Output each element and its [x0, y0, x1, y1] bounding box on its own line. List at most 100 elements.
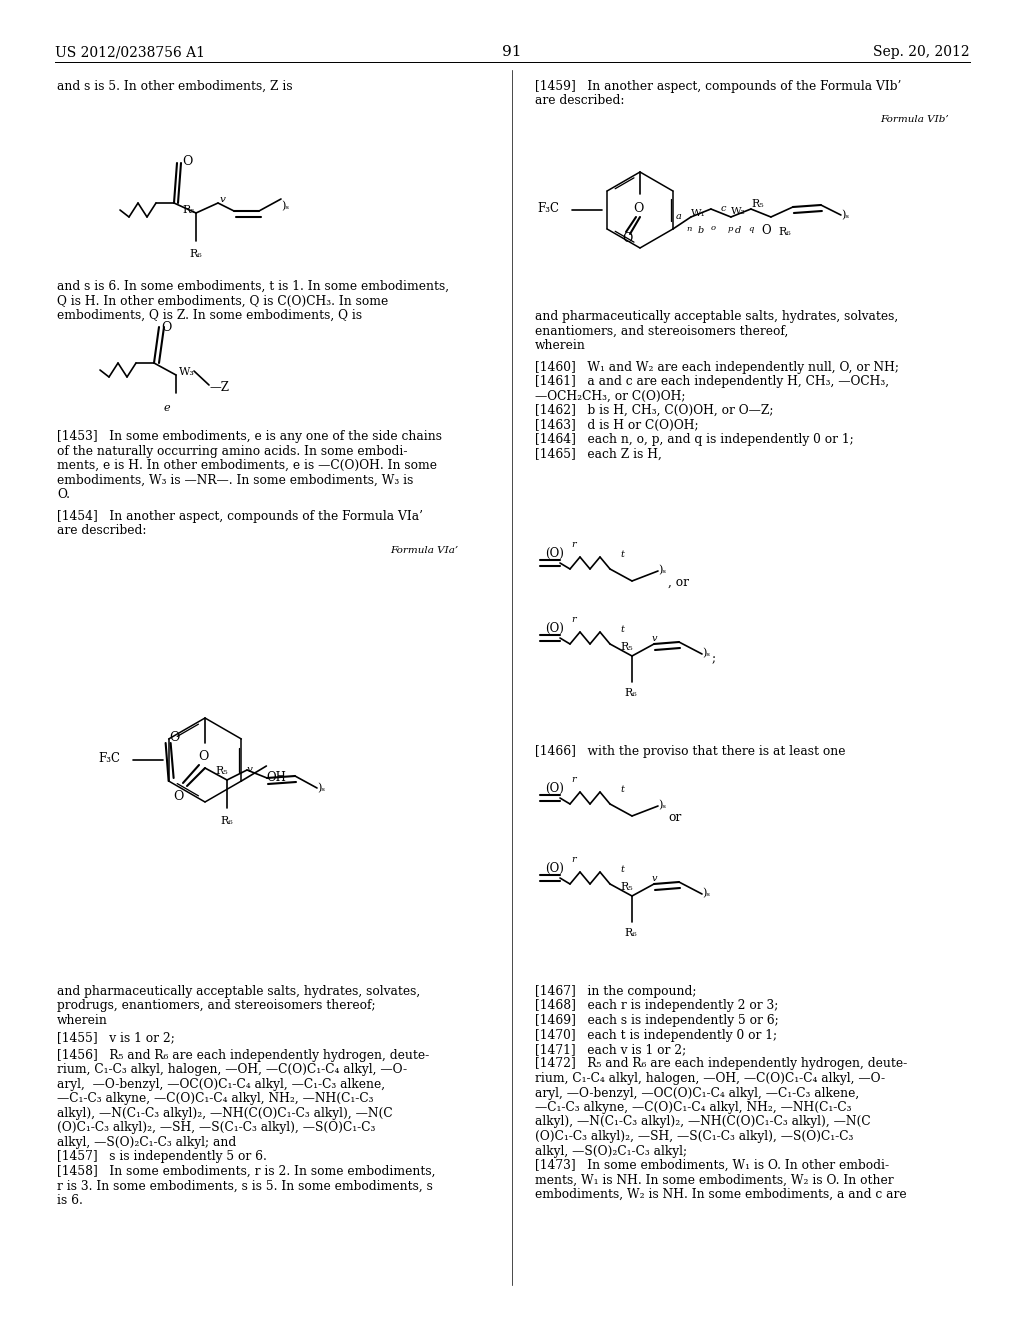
Text: R₆: R₆ [624, 928, 637, 939]
Text: , or: , or [668, 576, 689, 589]
Text: a: a [676, 213, 682, 220]
Text: [1456]   R₅ and R₆ are each independently hydrogen, deute-: [1456] R₅ and R₆ are each independently … [57, 1049, 429, 1061]
Text: [1463]   d is H or C(O)OH;: [1463] d is H or C(O)OH; [535, 418, 698, 432]
Text: are described:: are described: [57, 524, 146, 537]
Text: R₅: R₅ [751, 199, 764, 209]
Text: Q is H. In other embodiments, Q is C(O)CH₃. In some: Q is H. In other embodiments, Q is C(O)C… [57, 294, 388, 308]
Text: alkyl), —N(C₁-C₃ alkyl)₂, —NH(C(O)C₁-C₃ alkyl), —N(C: alkyl), —N(C₁-C₃ alkyl)₂, —NH(C(O)C₁-C₃ … [57, 1106, 392, 1119]
Text: [1469]   each s is independently 5 or 6;: [1469] each s is independently 5 or 6; [535, 1014, 778, 1027]
Text: R₆: R₆ [624, 688, 637, 698]
Text: O: O [173, 789, 183, 803]
Text: wherein: wherein [535, 339, 586, 352]
Text: Formula VIa’: Formula VIa’ [390, 546, 458, 554]
Text: R₅: R₅ [215, 766, 227, 776]
Text: (O)C₁-C₃ alkyl)₂, —SH, —S(C₁-C₃ alkyl), —S(O)C₁-C₃: (O)C₁-C₃ alkyl)₂, —SH, —S(C₁-C₃ alkyl), … [57, 1121, 376, 1134]
Text: are described:: are described: [535, 95, 625, 107]
Text: aryl,  —O-benzyl, —OC(O)C₁-C₄ alkyl, —C₁-C₃ alkene,: aryl, —O-benzyl, —OC(O)C₁-C₄ alkyl, —C₁-… [57, 1078, 385, 1090]
Text: )ₛ: )ₛ [658, 565, 667, 576]
Text: r is 3. In some embodiments, s is 5. In some embodiments, s: r is 3. In some embodiments, s is 5. In … [57, 1179, 433, 1192]
Text: wherein: wherein [57, 1014, 108, 1027]
Text: R₅: R₅ [182, 205, 195, 215]
Text: [1454]   In another aspect, compounds of the Formula VIa’: [1454] In another aspect, compounds of t… [57, 510, 423, 523]
Text: rium, C₁-C₄ alkyl, halogen, —OH, —C(O)C₁-C₄ alkyl, —O-: rium, C₁-C₄ alkyl, halogen, —OH, —C(O)C₁… [535, 1072, 885, 1085]
Text: [1460]   W₁ and W₂ are each independently null, O, or NH;: [1460] W₁ and W₂ are each independently … [535, 360, 899, 374]
Text: c: c [721, 205, 726, 213]
Text: and s is 6. In some embodiments, t is 1. In some embodiments,: and s is 6. In some embodiments, t is 1.… [57, 280, 450, 293]
Text: r: r [571, 540, 575, 549]
Text: O: O [198, 750, 208, 763]
Text: —OCH₂CH₃, or C(O)OH;: —OCH₂CH₃, or C(O)OH; [535, 389, 685, 403]
Text: O: O [161, 321, 171, 334]
Text: R₆: R₆ [778, 227, 791, 238]
Text: )ₛ: )ₛ [841, 210, 849, 220]
Text: of the naturally occurring amino acids. In some embodi-: of the naturally occurring amino acids. … [57, 445, 408, 458]
Text: (O): (O) [545, 781, 564, 795]
Text: [1471]   each v is 1 or 2;: [1471] each v is 1 or 2; [535, 1043, 686, 1056]
Text: F₃C: F₃C [537, 202, 559, 215]
Text: alkyl), —N(C₁-C₃ alkyl)₂, —NH(C(O)C₁-C₃ alkyl), —N(C: alkyl), —N(C₁-C₃ alkyl)₂, —NH(C(O)C₁-C₃ … [535, 1115, 870, 1129]
Text: 91: 91 [502, 45, 522, 59]
Text: r: r [571, 615, 575, 624]
Text: enantiomers, and stereoisomers thereof,: enantiomers, and stereoisomers thereof, [535, 325, 788, 338]
Text: [1464]   each n, o, p, and q is independently 0 or 1;: [1464] each n, o, p, and q is independen… [535, 433, 854, 446]
Text: [1470]   each t is independently 0 or 1;: [1470] each t is independently 0 or 1; [535, 1028, 777, 1041]
Text: r: r [571, 855, 575, 865]
Text: [1458]   In some embodiments, r is 2. In some embodiments,: [1458] In some embodiments, r is 2. In s… [57, 1164, 435, 1177]
Text: o: o [711, 224, 716, 232]
Text: )ₛ: )ₛ [317, 783, 326, 793]
Text: t: t [620, 550, 624, 558]
Text: prodrugs, enantiomers, and stereoisomers thereof;: prodrugs, enantiomers, and stereoisomers… [57, 999, 376, 1012]
Text: ments, e is H. In other embodiments, e is —C(O)OH. In some: ments, e is H. In other embodiments, e i… [57, 459, 437, 473]
Text: O: O [622, 232, 633, 246]
Text: ;: ; [712, 652, 716, 665]
Text: O: O [170, 731, 180, 744]
Text: [1461]   a and c are each independently H, CH₃, —OCH₃,: [1461] a and c are each independently H,… [535, 375, 889, 388]
Text: embodiments, W₃ is —NR—. In some embodiments, W₃ is: embodiments, W₃ is —NR—. In some embodim… [57, 474, 414, 487]
Text: alkyl, —S(O)₂C₁-C₃ alkyl; and: alkyl, —S(O)₂C₁-C₃ alkyl; and [57, 1135, 237, 1148]
Text: alkyl, —S(O)₂C₁-C₃ alkyl;: alkyl, —S(O)₂C₁-C₃ alkyl; [535, 1144, 687, 1158]
Text: [1453]   In some embodiments, e is any one of the side chains: [1453] In some embodiments, e is any one… [57, 430, 442, 444]
Text: )ₛ: )ₛ [281, 201, 289, 211]
Text: embodiments, W₂ is NH. In some embodiments, a and c are: embodiments, W₂ is NH. In some embodimen… [535, 1188, 906, 1201]
Text: (O): (O) [545, 862, 564, 875]
Text: OH: OH [266, 771, 287, 784]
Text: —C₁-C₃ alkyne, —C(O)C₁-C₄ alkyl, NH₂, —NH(C₁-C₃: —C₁-C₃ alkyne, —C(O)C₁-C₄ alkyl, NH₂, —N… [535, 1101, 852, 1114]
Text: R₆: R₆ [220, 816, 232, 826]
Text: v: v [652, 874, 657, 883]
Text: O: O [182, 154, 193, 168]
Text: [1466]   with the proviso that there is at least one: [1466] with the proviso that there is at… [535, 744, 846, 758]
Text: t: t [620, 624, 624, 634]
Text: US 2012/0238756 A1: US 2012/0238756 A1 [55, 45, 205, 59]
Text: )ₛ: )ₛ [702, 888, 710, 899]
Text: [1455]   v is 1 or 2;: [1455] v is 1 or 2; [57, 1031, 175, 1044]
Text: Sep. 20, 2012: Sep. 20, 2012 [873, 45, 970, 59]
Text: [1465]   each Z is H,: [1465] each Z is H, [535, 447, 662, 461]
Text: W₂: W₂ [731, 207, 745, 216]
Text: embodiments, Q is Z. In some embodiments, Q is: embodiments, Q is Z. In some embodiments… [57, 309, 362, 322]
Text: and s is 5. In other embodiments, Z is: and s is 5. In other embodiments, Z is [57, 81, 293, 92]
Text: O: O [633, 202, 643, 215]
Text: rium, C₁-C₃ alkyl, halogen, —OH, —C(O)C₁-C₄ alkyl, —O-: rium, C₁-C₃ alkyl, halogen, —OH, —C(O)C₁… [57, 1064, 408, 1076]
Text: (O)C₁-C₃ alkyl)₂, —SH, —S(C₁-C₃ alkyl), —S(O)C₁-C₃: (O)C₁-C₃ alkyl)₂, —SH, —S(C₁-C₃ alkyl), … [535, 1130, 853, 1143]
Text: R₅: R₅ [620, 882, 633, 892]
Text: )ₛ: )ₛ [702, 648, 710, 659]
Text: e: e [164, 403, 171, 413]
Text: v: v [652, 634, 657, 643]
Text: v: v [220, 195, 226, 205]
Text: [1472]   R₅ and R₆ are each independently hydrogen, deute-: [1472] R₅ and R₆ are each independently … [535, 1057, 907, 1071]
Text: and pharmaceutically acceptable salts, hydrates, solvates,: and pharmaceutically acceptable salts, h… [535, 310, 898, 323]
Text: ments, W₁ is NH. In some embodiments, W₂ is O. In other: ments, W₁ is NH. In some embodiments, W₂… [535, 1173, 894, 1187]
Text: F₃C: F₃C [98, 752, 120, 766]
Text: O: O [761, 224, 770, 238]
Text: W₃: W₃ [179, 367, 195, 378]
Text: p: p [728, 224, 733, 234]
Text: —C₁-C₃ alkyne, —C(O)C₁-C₄ alkyl, NH₂, —NH(C₁-C₃: —C₁-C₃ alkyne, —C(O)C₁-C₄ alkyl, NH₂, —N… [57, 1092, 374, 1105]
Text: b: b [698, 226, 705, 235]
Text: q: q [748, 224, 754, 234]
Text: t: t [620, 785, 624, 795]
Text: d: d [735, 226, 741, 235]
Text: [1457]   s is independently 5 or 6.: [1457] s is independently 5 or 6. [57, 1150, 267, 1163]
Text: R₅: R₅ [620, 642, 633, 652]
Text: t: t [620, 865, 624, 874]
Text: r: r [571, 775, 575, 784]
